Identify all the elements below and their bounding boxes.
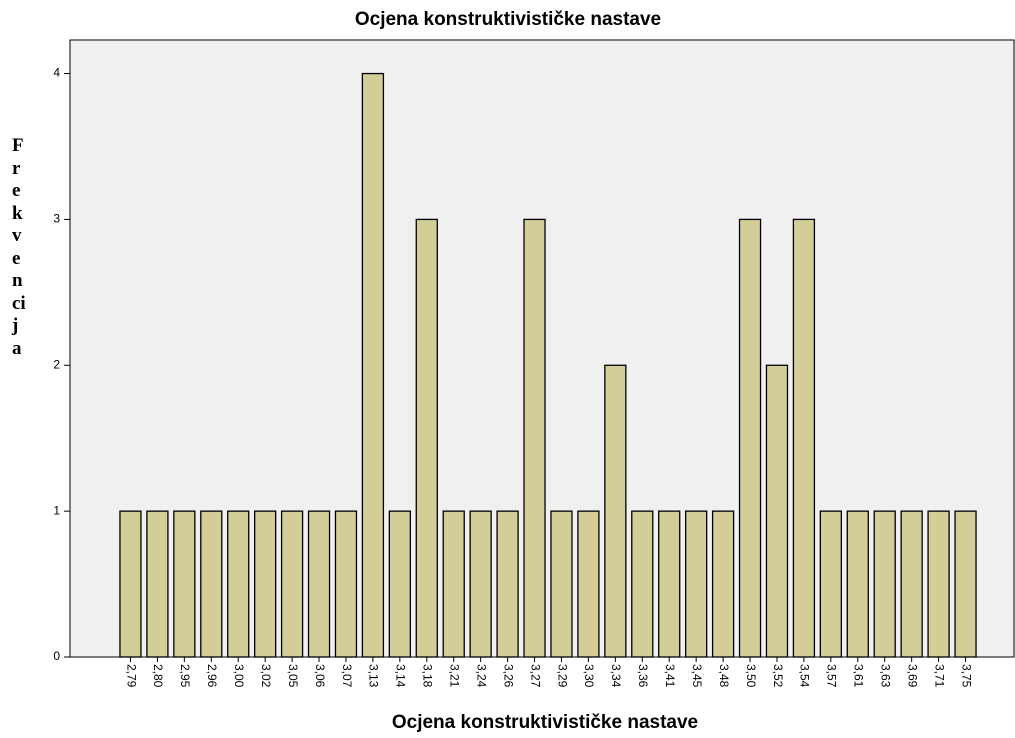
y-tick-label: 4 — [53, 66, 60, 80]
bar — [631, 510, 654, 658]
bar — [415, 218, 438, 658]
bar — [685, 510, 708, 658]
y-tick-label: 2 — [53, 357, 60, 371]
x-tick-label: 3,71 — [932, 664, 946, 688]
bar — [361, 72, 385, 658]
x-tick-label: 3,26 — [501, 664, 515, 688]
bar — [200, 510, 223, 658]
bar — [577, 510, 600, 658]
x-tick-label: 3,05 — [286, 664, 300, 688]
x-tick-label: 3,02 — [259, 664, 273, 688]
x-tick-label: 2,96 — [205, 664, 219, 688]
bar — [927, 510, 950, 658]
bar — [388, 510, 411, 658]
bar — [146, 510, 169, 658]
x-tick-label: 3,29 — [555, 664, 569, 688]
x-tick-label: 2,80 — [151, 664, 165, 688]
x-tick-label: 3,30 — [582, 664, 596, 688]
bar — [334, 510, 358, 658]
x-tick-label: 3,57 — [825, 664, 839, 688]
x-tick-label: 3,48 — [717, 664, 731, 688]
bar — [280, 510, 304, 658]
chart-title: Ocjena konstruktivističke nastave — [355, 9, 661, 30]
bar — [738, 218, 762, 658]
bar — [442, 510, 465, 658]
bar — [173, 510, 196, 658]
x-tick-label: 3,50 — [744, 664, 758, 688]
x-tick-label: 3,41 — [663, 664, 677, 688]
bar — [819, 510, 842, 658]
x-tick-label: 3,13 — [367, 664, 381, 688]
bar — [954, 510, 977, 658]
x-tick-label: 3,36 — [636, 664, 650, 688]
y-tick-label: 3 — [53, 212, 60, 226]
bar — [873, 510, 896, 658]
bar — [227, 510, 250, 658]
y-tick-label: 0 — [53, 649, 60, 663]
x-tick-label: 3,54 — [798, 664, 812, 688]
bar — [254, 510, 277, 658]
x-tick-label: 3,00 — [232, 664, 246, 688]
x-tick-label: 3,24 — [474, 664, 488, 688]
bar — [469, 510, 492, 658]
bar — [765, 364, 789, 658]
y-axis-label: Frekvencija — [12, 135, 26, 359]
x-tick-label: 3,34 — [609, 664, 623, 688]
x-tick-label: 3,21 — [448, 664, 462, 688]
x-tick-label: 3,61 — [852, 664, 866, 688]
x-tick-label: 3,06 — [313, 664, 327, 688]
bar — [550, 510, 573, 658]
x-axis-label: Ocjena konstruktivističke nastave — [392, 712, 698, 733]
bar — [496, 510, 519, 658]
x-tick-label: 3,45 — [690, 664, 704, 688]
bar — [119, 510, 142, 658]
x-tick-label: 3,14 — [394, 664, 408, 688]
x-tick-label: 3,52 — [771, 664, 785, 688]
bar — [523, 218, 546, 658]
x-tick-label: 3,69 — [905, 664, 919, 688]
x-tick-label: 3,75 — [959, 664, 973, 688]
bar — [658, 510, 681, 658]
x-tick-label: 3,07 — [340, 664, 354, 688]
x-tick-label: 3,27 — [528, 664, 542, 688]
bar — [711, 510, 735, 658]
bar — [900, 510, 923, 658]
y-tick-label: 1 — [53, 503, 60, 517]
bar — [792, 218, 816, 658]
x-tick-label: 3,63 — [879, 664, 893, 688]
bar — [846, 510, 869, 658]
x-tick-label: 2,95 — [178, 664, 192, 688]
x-tick-label: 2,79 — [124, 664, 138, 688]
bar — [307, 510, 331, 658]
x-tick-label: 3,18 — [421, 664, 435, 688]
bar — [604, 364, 627, 658]
